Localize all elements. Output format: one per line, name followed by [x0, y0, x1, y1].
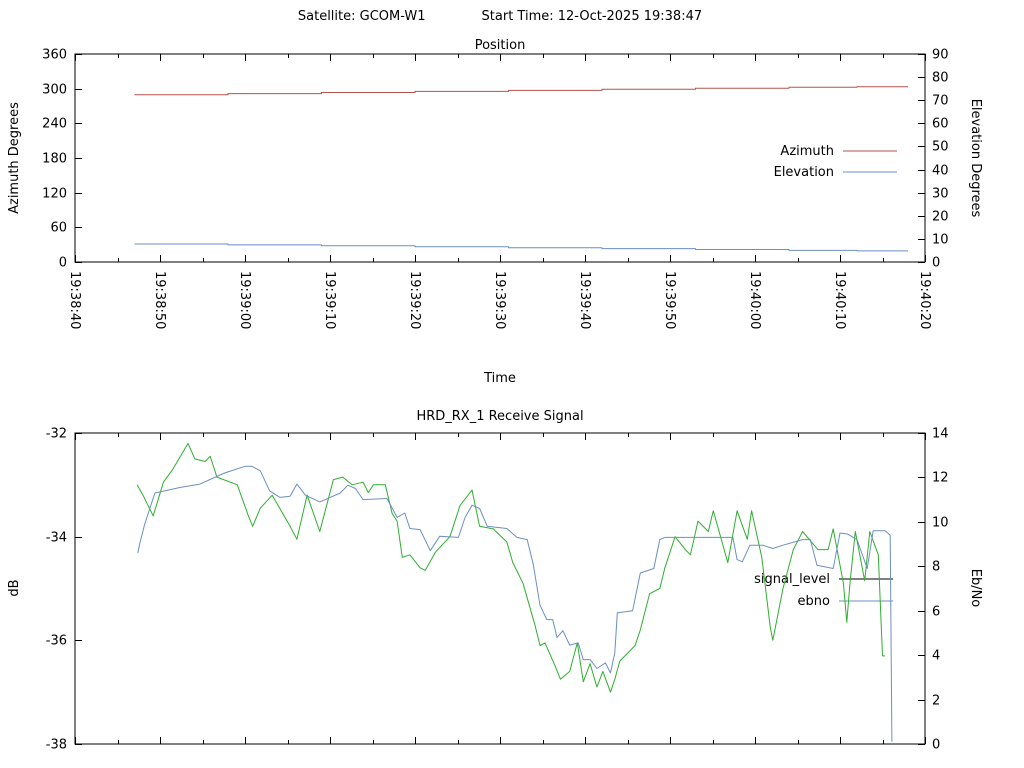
x-tick-label: 19:39:30 — [492, 271, 507, 329]
y-right-tick-label: 12 — [932, 471, 949, 486]
x-tick-label: 19:38:50 — [152, 271, 167, 329]
axis-label-db: dB — [7, 579, 23, 597]
x-tick-label: 19:39:00 — [237, 271, 252, 329]
y-left-tick-label: 0 — [59, 256, 67, 271]
legend-label-Azimuth: Azimuth — [780, 144, 834, 159]
y-right-tick-label: 0 — [932, 738, 940, 753]
x-tick-label: 19:40:00 — [747, 271, 762, 329]
x-tick-label: 19:39:50 — [662, 271, 677, 329]
y-right-tick-label: 40 — [932, 164, 949, 179]
legend-label-ebno: ebno — [798, 594, 830, 609]
legend-label-Elevation: Elevation — [774, 165, 834, 180]
y-left-tick-label: -38 — [46, 738, 67, 753]
receive-signal-chart-title: HRD_RX_1 Receive Signal — [416, 409, 584, 424]
y-left-tick-label: 360 — [42, 48, 67, 63]
x-tick-label: 19:38:40 — [67, 271, 82, 329]
y-left-tick-label: 120 — [42, 187, 67, 202]
x-tick-label: 19:39:40 — [577, 271, 592, 329]
y-right-tick-label: 4 — [932, 649, 940, 664]
ebno-line — [137, 465, 893, 742]
x-tick-label: 19:39:20 — [407, 271, 422, 329]
y-right-tick-label: 70 — [932, 94, 949, 109]
axis-label-time: Time — [484, 371, 516, 386]
start-time-label: Start Time: 12-Oct-2025 19:38:47 — [481, 9, 703, 24]
y-right-tick-label: 50 — [932, 140, 949, 155]
y-right-tick-label: 80 — [932, 71, 949, 86]
x-tick-label: 19:40:10 — [832, 271, 847, 329]
y-left-tick-label: -32 — [46, 427, 67, 442]
axis-label-elevation-degrees: Elevation Degrees — [967, 98, 983, 218]
y-right-tick-label: 2 — [932, 694, 940, 709]
main-title: Satellite: GCOM-W1 Start Time: 12-Oct-20… — [75, 9, 925, 25]
y-left-tick-label: 60 — [50, 221, 67, 236]
x-tick-label: 19:39:10 — [322, 271, 337, 329]
Elevation-line — [134, 243, 908, 252]
axis-label-ebno: Eb/No — [967, 568, 983, 608]
y-right-tick-label: 90 — [932, 48, 949, 63]
y-left-tick-label: -34 — [46, 531, 67, 546]
plot-border — [74, 432, 926, 745]
position-chart-title: Position — [474, 38, 526, 53]
y-right-tick-label: 20 — [932, 210, 949, 225]
legend-label-signal_level: signal_level — [754, 572, 830, 587]
y-left-tick-label: 240 — [42, 117, 67, 132]
y-right-tick-label: 6 — [932, 605, 940, 620]
y-left-tick-label: 180 — [42, 152, 67, 167]
y-right-tick-label: 0 — [932, 256, 940, 271]
Azimuth-line — [134, 86, 908, 96]
y-left-tick-label: 300 — [42, 83, 67, 98]
satellite-label: Satellite: GCOM-W1 — [297, 9, 426, 24]
y-right-tick-label: 10 — [932, 233, 949, 248]
y-right-tick-label: 8 — [932, 560, 940, 575]
x-tick-label: 19:40:20 — [917, 271, 932, 329]
y-right-tick-label: 60 — [932, 117, 949, 132]
axis-label-azimuth-degrees: Azimuth Degrees — [7, 102, 23, 214]
y-right-tick-label: 14 — [932, 427, 949, 442]
y-left-tick-label: -36 — [46, 634, 67, 649]
y-right-tick-label: 30 — [932, 187, 949, 202]
y-right-tick-label: 10 — [932, 516, 949, 531]
signal_level-line — [136, 442, 885, 693]
